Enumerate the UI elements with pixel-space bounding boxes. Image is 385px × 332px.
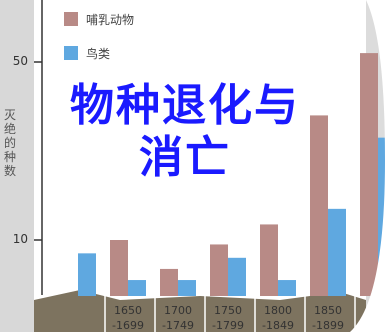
legend-label: 鸟类 — [86, 47, 111, 61]
bar — [278, 280, 296, 296]
bar — [310, 115, 328, 297]
legend-swatch — [64, 12, 78, 26]
photo-strip — [34, 290, 366, 332]
bar — [128, 280, 146, 296]
bar — [260, 224, 278, 296]
y-tick-label: 10 — [12, 232, 28, 246]
bar — [110, 240, 128, 296]
bar — [78, 253, 96, 296]
x-tick-label: 1700 -1749 — [162, 304, 194, 332]
y-tick-label: 50 — [12, 54, 28, 68]
legend-label: 哺乳动物 — [86, 13, 135, 27]
x-tick-label: 1750 -1799 — [212, 304, 244, 332]
overlay-title: 物种退化与消亡 — [70, 80, 300, 183]
bar — [360, 53, 378, 296]
left-margin — [0, 0, 34, 332]
bar — [328, 208, 346, 296]
right-mask — [350, 0, 385, 332]
y-axis-label: 灭绝的种数 — [4, 108, 17, 178]
x-tick-label: 1650 -1699 — [112, 304, 144, 332]
x-tick-label: 1850 -1899 — [312, 304, 344, 332]
legend-swatch — [64, 46, 78, 60]
bar — [228, 257, 246, 296]
bar — [378, 137, 385, 296]
bar — [160, 268, 178, 296]
x-tick-label: 1800 -1849 — [262, 304, 294, 332]
bar — [210, 244, 228, 296]
bar — [178, 280, 196, 296]
